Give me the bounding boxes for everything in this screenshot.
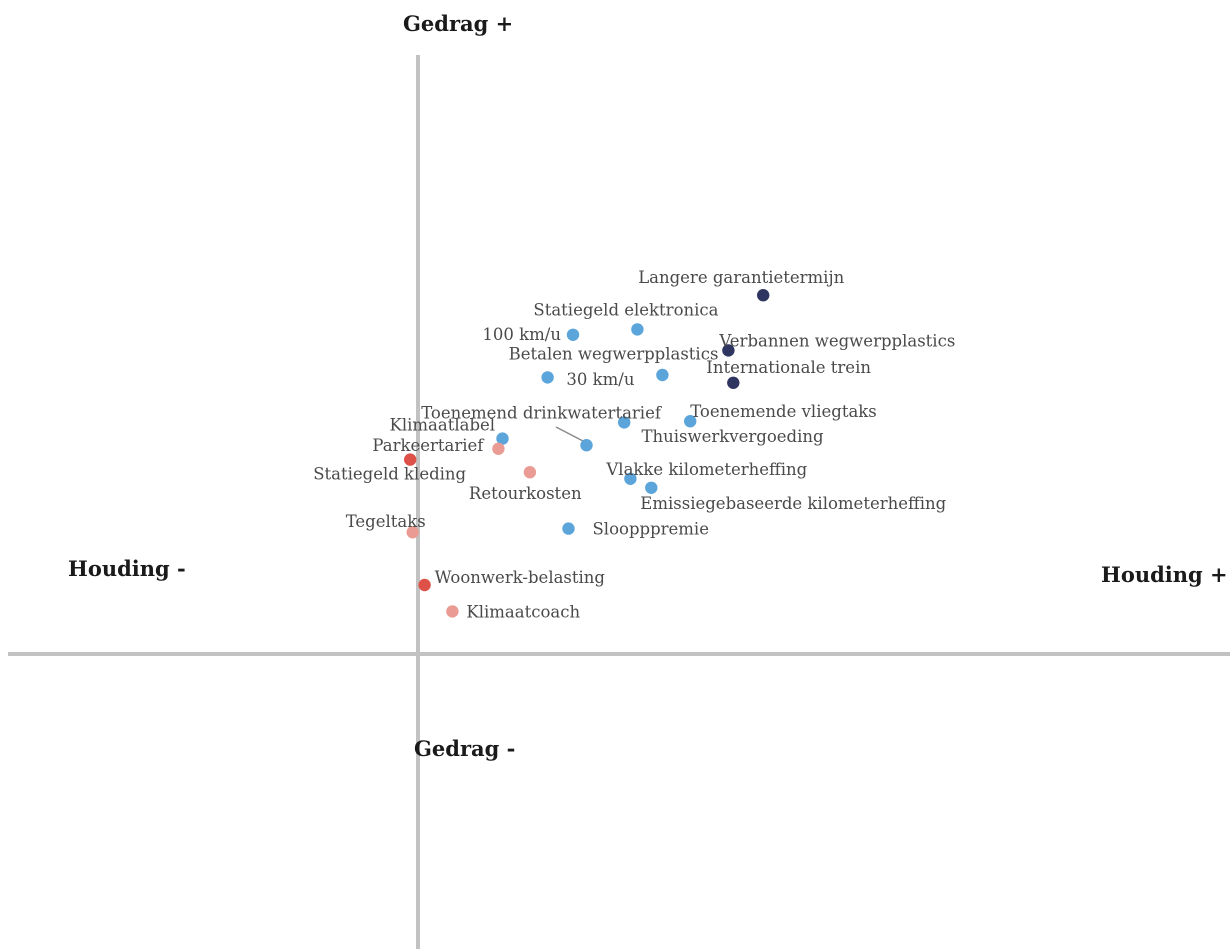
y-axis-negative-title: Gedrag -: [414, 736, 515, 761]
point-tegeltaks: [406, 526, 419, 539]
point-statiegeld-elektronica: [631, 323, 644, 336]
label-betalen-wegwerpplastics: Betalen wegwerpplastics: [509, 344, 719, 363]
label-thuiswerkvergoeding: Thuiswerkvergoeding: [642, 427, 824, 446]
point-internationale-trein: [727, 376, 740, 389]
point-betalen-wegwerpplastics: [541, 371, 554, 384]
point-klimaatlabel: [496, 432, 509, 445]
label-emissiegebaseerde-kilometerheffing: Emissiegebaseerde kilometerheffing: [640, 494, 946, 513]
label-retourkosten: Retourkosten: [469, 484, 582, 503]
label-statiegeld-elektronica: Statiegeld elektronica: [533, 300, 718, 319]
point-woonwerk-belasting: [418, 578, 431, 592]
labels-layer: Langere garantietermijn Statiegeld elektr…: [313, 268, 955, 621]
point-toenemende-vliegtaks: [684, 415, 697, 428]
label-verbannen-wegwerpplastics: Verbannen wegwerpplastics: [718, 331, 955, 350]
point-vlakke-kilometerheffing: [624, 472, 637, 485]
point-langere-garantietermijn: [757, 289, 770, 302]
point-toenemend-drinkwatertarief: [618, 416, 631, 429]
label-klimaatcoach: Klimaatcoach: [466, 602, 580, 621]
y-axis-positive-title: Gedrag +: [403, 11, 513, 36]
label-internationale-trein: Internationale trein: [706, 358, 871, 377]
point-emissiegebaseerde-kilometerheffing: [645, 481, 658, 494]
point-sloopppremie: [562, 522, 575, 535]
label-woonwerk-belasting: Woonwerk-belasting: [435, 568, 606, 587]
label-tegeltaks: Tegeltaks: [346, 512, 426, 531]
points-layer: [404, 289, 770, 618]
label-toenemend-drinkwatertarief: Toenemend drinkwatertarief: [421, 403, 663, 422]
x-axis-negative-title: Houding -: [68, 556, 186, 581]
point-100-km-u: [566, 328, 580, 341]
label-langere-garantietermijn: Langere garantietermijn: [638, 268, 844, 287]
label-100-km-u: 100 km/u: [482, 325, 561, 344]
label-klimaatlabel: Klimaatlabel: [390, 416, 496, 435]
leader-line-thuiswerkvergoeding: [555, 426, 584, 442]
label-vlakke-kilometerheffing: Vlakke kilometerheffing: [605, 460, 807, 479]
point-parkeertarief: [492, 442, 505, 455]
label-parkeertarief: Parkeertarief: [372, 436, 485, 455]
point-thuiswerkvergoeding: [580, 439, 593, 452]
point-retourkosten: [523, 466, 537, 479]
point-verbannen-wegwerpplastics: [722, 344, 735, 357]
point-30-km-u: [656, 368, 669, 382]
label-sloopppremie: Sloopppremie: [593, 520, 709, 539]
point-klimaatcoach: [446, 605, 459, 618]
label-statiegeld-kleding: Statiegeld kleding: [313, 465, 466, 484]
label-30-km-u: 30 km/u: [566, 370, 634, 389]
point-statiegeld-kleding: [404, 453, 417, 466]
x-axis-positive-title: Houding +: [1101, 562, 1228, 587]
label-toenemende-vliegtaks: Toenemende vliegtaks: [690, 402, 877, 421]
